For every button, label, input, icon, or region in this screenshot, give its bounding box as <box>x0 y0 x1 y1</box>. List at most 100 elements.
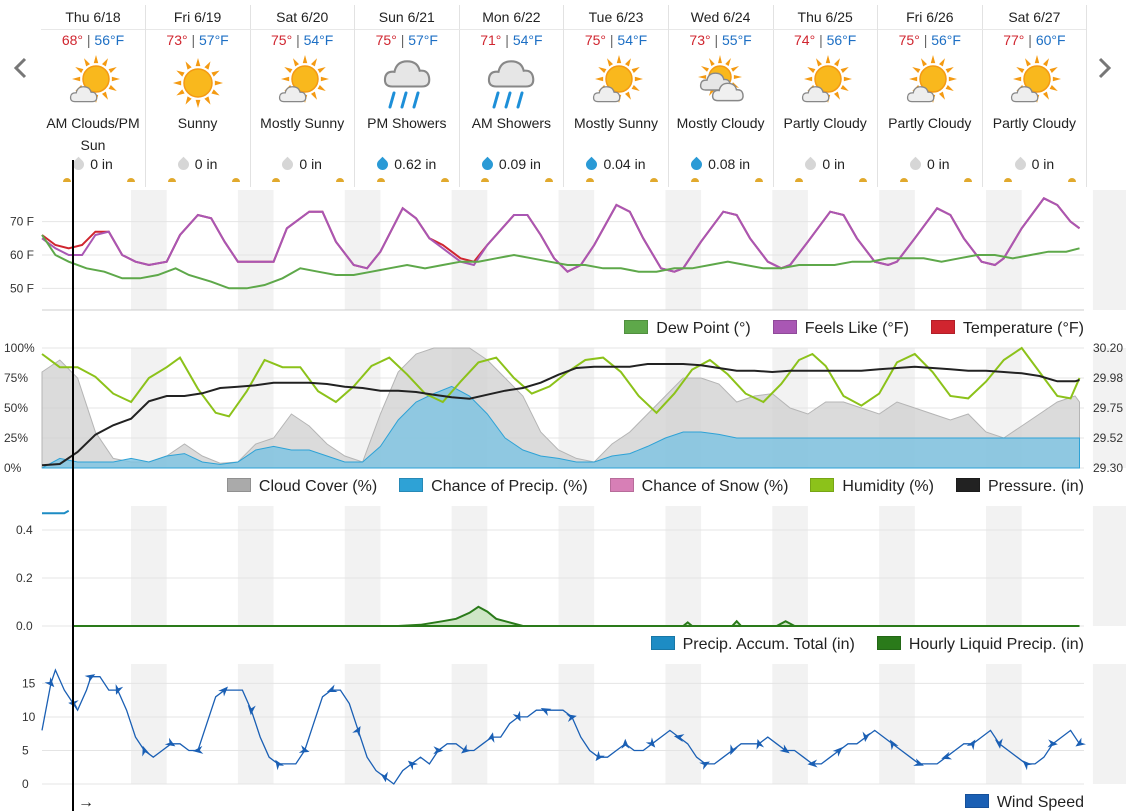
forecast-day[interactable]: Fri 6/19 73° | 57°F Sunny 0 in <box>145 5 251 187</box>
low-temp: 54°F <box>617 32 648 48</box>
forecast-day[interactable]: Thu 6/18 68° | 56°F AM Clouds/PM Sun 0 in <box>41 5 146 187</box>
legend-swatch <box>399 478 424 492</box>
wind-direction-arrow <box>621 738 630 749</box>
chevron-right-icon[interactable] <box>1094 56 1114 80</box>
wind-direction-arrow <box>807 759 818 768</box>
day-date: Sat 6/20 <box>250 5 355 30</box>
night-band <box>558 506 595 626</box>
legend-item[interactable]: Temperature (°F) <box>930 320 1084 337</box>
precip-amount: 0.62 in <box>394 156 437 172</box>
day-date: Sat 6/27 <box>982 5 1087 30</box>
forecast-day[interactable]: Tue 6/23 75° | 54°F Mostly Sunny 0.04 in <box>564 5 669 187</box>
day-temps: 73° | 55°F <box>669 32 773 48</box>
wind-direction-arrow <box>730 744 738 756</box>
legend-swatch <box>930 320 955 334</box>
legend-swatch <box>650 636 675 650</box>
legend-swatch <box>624 320 649 334</box>
high-temp: 71° <box>480 32 502 48</box>
forecast-day[interactable]: Thu 6/25 74° | 56°F Partly Cloudy 0 in <box>773 5 879 187</box>
temp-separator: | <box>505 32 509 48</box>
forecast-day[interactable]: Fri 6/26 75° | 56°F Partly Cloudy 0 in <box>877 5 983 187</box>
legend-swatch <box>964 794 989 808</box>
wind-direction-arrow <box>115 684 124 695</box>
precip-amount: 0.08 in <box>708 156 751 172</box>
sunrise-icon <box>167 178 176 182</box>
legend-item[interactable]: Dew Point (°) <box>624 320 751 337</box>
wind-direction-arrow <box>218 686 229 697</box>
day-temps: 74° | 56°F <box>773 32 877 48</box>
night-band <box>451 190 488 310</box>
forecast-day[interactable]: Sat 6/20 75° | 54°F Mostly Sunny 0 in <box>250 5 356 187</box>
legend-item[interactable]: Hourly Liquid Precip. (in) <box>876 636 1084 653</box>
sky-y-tick: 50% <box>4 401 28 415</box>
legend-item[interactable]: Cloud Cover (%) <box>226 478 377 495</box>
high-temp: 74° <box>794 32 816 48</box>
day-condition: AM Clouds/PM Sun <box>46 115 140 153</box>
high-temp: 75° <box>584 32 606 48</box>
day-temps: 75° | 56°F <box>878 32 982 48</box>
temp-separator: | <box>296 32 300 48</box>
night-band <box>1092 664 1126 784</box>
day-condition: Sunny <box>177 115 218 131</box>
wind-direction-arrow <box>275 759 285 771</box>
precip-amount: 0 in <box>822 156 845 172</box>
legend-label: Feels Like (°F) <box>804 320 909 337</box>
legend-item[interactable]: Feels Like (°F) <box>772 320 909 337</box>
wind-direction-arrow <box>699 761 710 770</box>
forecast-day[interactable]: Sun 6/21 75° | 57°F PM Showers 0.62 in <box>354 5 460 187</box>
day-temps: 73° | 57°F <box>146 32 250 48</box>
legend-item[interactable]: Precip. Accum. Total (in) <box>650 636 855 653</box>
low-temp: 60°F <box>1035 32 1066 48</box>
sky-y-tick: 0% <box>4 461 22 475</box>
precip-y-tick: 0.4 <box>16 523 33 537</box>
cursor-line[interactable] <box>72 160 74 811</box>
high-temp: 77° <box>1003 32 1025 48</box>
sunset-icon <box>231 178 240 182</box>
forecast-day[interactable]: Wed 6/24 73° | 55°F Mostly Cloudy 0.08 in <box>668 5 774 187</box>
chart-panel <box>42 664 1126 785</box>
day-precip: 0.09 in <box>459 156 563 173</box>
wind-direction-arrow <box>540 708 552 717</box>
wind-direction-arrow <box>192 745 204 754</box>
chevron-left-icon[interactable] <box>11 56 31 80</box>
wind-direction-arrow <box>1075 737 1086 747</box>
precip-y-tick: 0.2 <box>16 571 33 585</box>
temp-separator: | <box>923 32 928 48</box>
legend-item[interactable]: Chance of Precip. (%) <box>399 478 588 495</box>
night-band <box>131 506 167 626</box>
night-band <box>986 190 1022 310</box>
pressure-y-tick: 29.30 <box>1093 461 1123 475</box>
day-date: Sun 6/21 <box>354 5 459 30</box>
wind-direction-arrow <box>486 732 495 743</box>
precip-accum-line <box>42 509 70 515</box>
sunrise-icon <box>690 178 699 182</box>
sunrise-icon <box>481 178 490 182</box>
wind-direction-arrow <box>1047 739 1058 748</box>
wind-direction-arrow <box>407 760 418 771</box>
temp-y-tick: 70 F <box>10 215 34 229</box>
wind-direction-arrow <box>433 746 444 755</box>
night-band <box>665 506 702 626</box>
legend-item[interactable]: Pressure. (in) <box>955 478 1084 495</box>
night-band <box>237 506 274 626</box>
legend-item[interactable]: Humidity (%) <box>810 478 934 495</box>
forecast-day[interactable]: Sat 6/27 77° | 60°F Partly Cloudy 0 in <box>982 5 1088 187</box>
pressure-y-tick: 30.20 <box>1093 341 1123 355</box>
night-band <box>131 664 167 784</box>
precip-amount: 0 in <box>299 156 322 172</box>
rain-icon <box>372 53 442 113</box>
day-precip: 0 in <box>146 156 250 173</box>
wind-direction-arrow <box>966 739 976 751</box>
low-temp: 54°F <box>303 32 334 48</box>
pressure-y-tick: 29.75 <box>1093 401 1123 415</box>
hourly-precip-area <box>73 605 1080 627</box>
chart-panel <box>42 190 1126 311</box>
forecast-day[interactable]: Mon 6/22 71° | 54°F AM Showers 0.09 in <box>459 5 565 187</box>
legend-item[interactable]: Chance of Snow (%) <box>609 478 788 495</box>
legend-swatch <box>772 320 797 334</box>
day-temps: 75° | 54°F <box>564 32 668 48</box>
day-date: Wed 6/24 <box>668 5 773 30</box>
legend-item[interactable]: Wind Speed <box>964 794 1084 811</box>
precip-amount: 0 in <box>1031 156 1055 172</box>
night-band <box>1092 348 1126 468</box>
